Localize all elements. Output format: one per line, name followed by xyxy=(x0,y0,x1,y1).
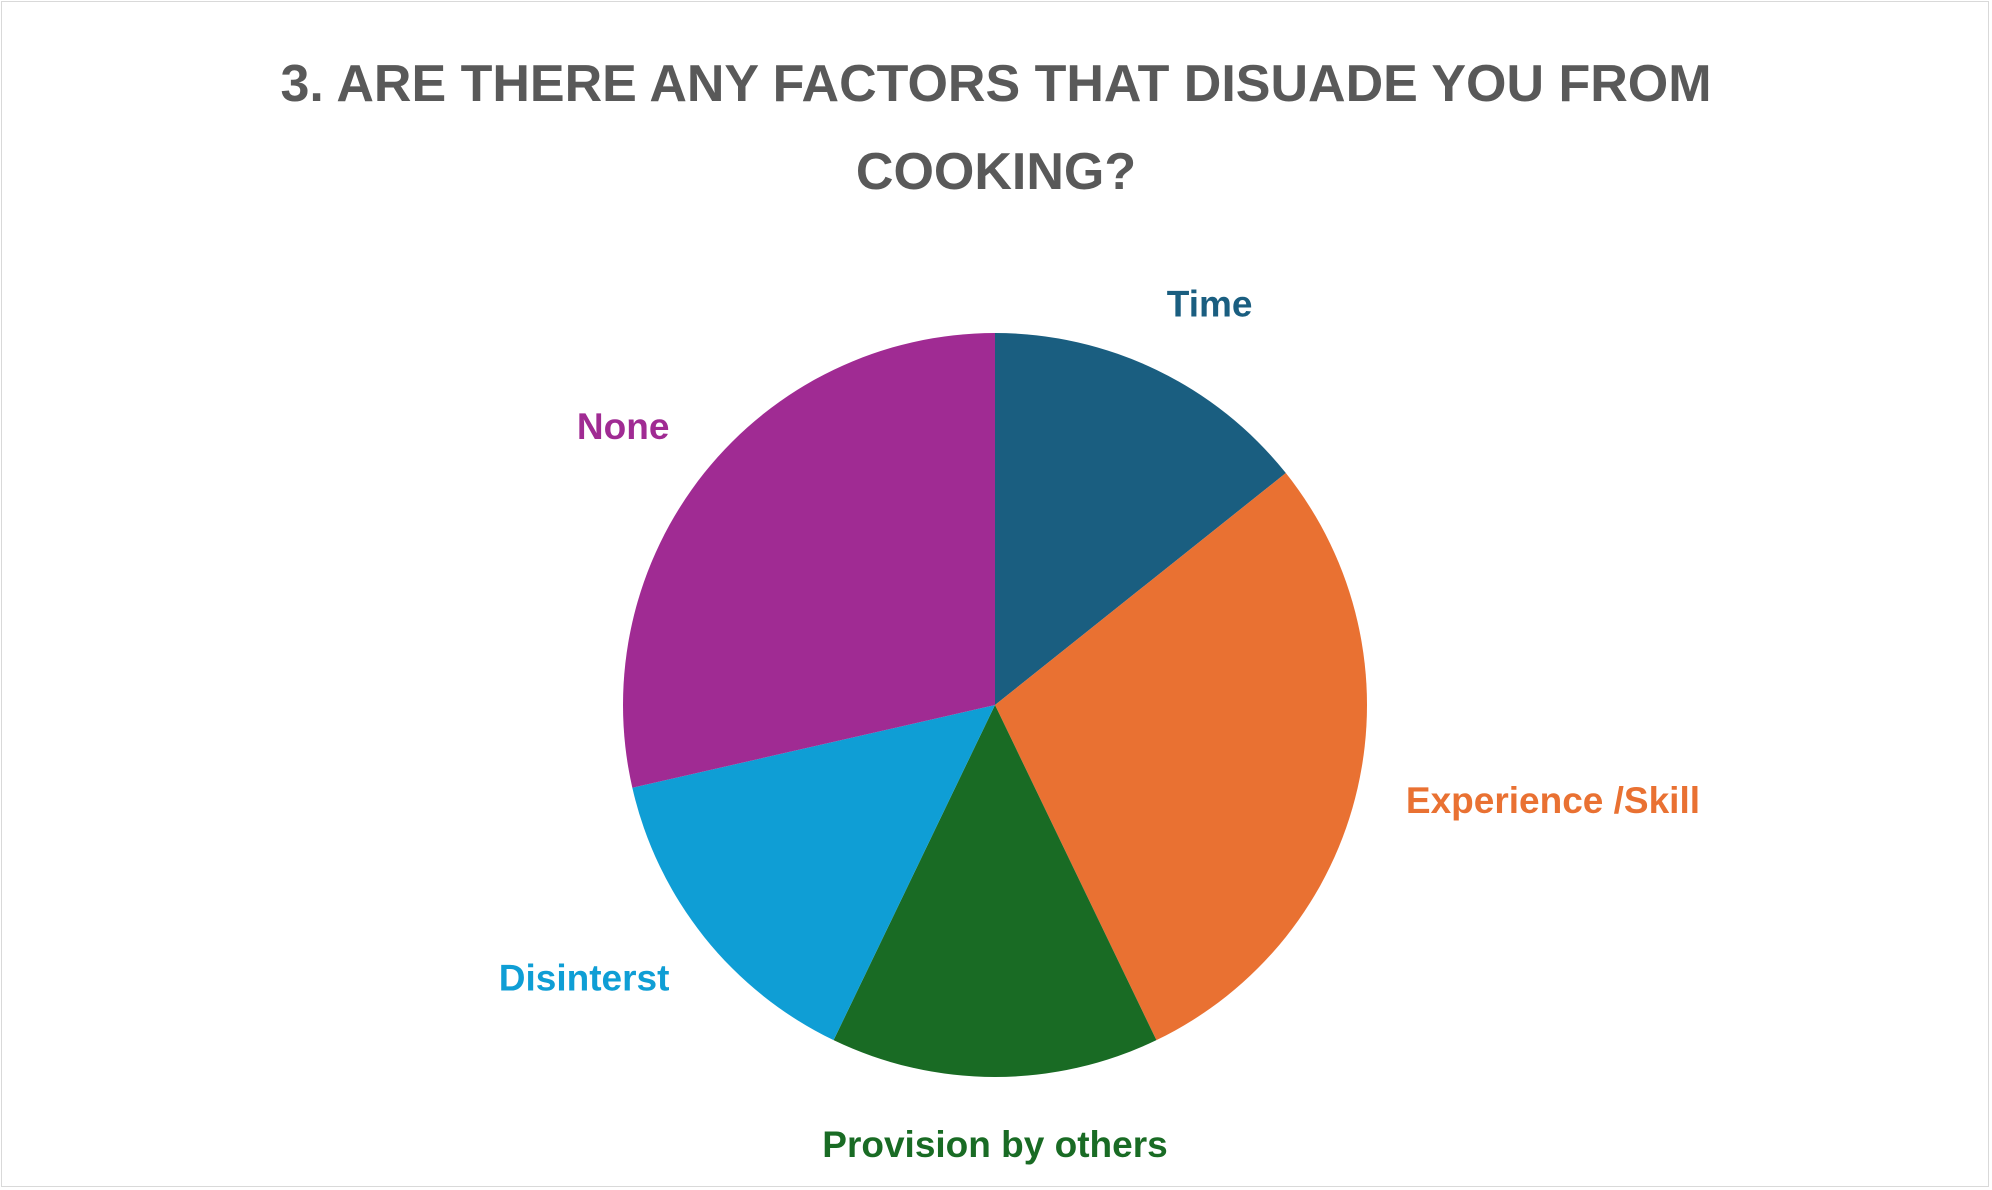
slice-label: Time xyxy=(1167,284,1253,325)
pie-slice xyxy=(623,333,995,788)
slice-label: None xyxy=(577,406,670,447)
pie-slice xyxy=(632,705,995,1041)
pie-slice xyxy=(995,333,1286,705)
pie-slice xyxy=(833,705,1157,1077)
slice-label: Disinterst xyxy=(499,957,670,998)
pie-slice xyxy=(995,473,1367,1041)
chart-title: 3. ARE THERE ANY FACTORS THAT DISUADE YO… xyxy=(280,55,1712,201)
slice-label: Experience /Skill xyxy=(1406,780,1700,821)
slice-label: Provision by others xyxy=(822,1124,1167,1165)
